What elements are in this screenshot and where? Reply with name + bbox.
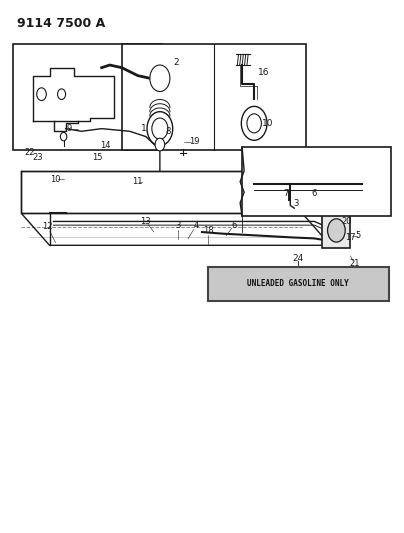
Text: 10: 10 bbox=[263, 119, 274, 128]
FancyBboxPatch shape bbox=[208, 266, 389, 301]
Text: 3: 3 bbox=[175, 221, 181, 230]
Bar bbox=[122, 44, 306, 150]
Circle shape bbox=[147, 112, 173, 146]
Bar bbox=[13, 44, 162, 150]
Text: 23: 23 bbox=[32, 154, 43, 163]
Text: 13: 13 bbox=[141, 217, 151, 226]
Text: 15: 15 bbox=[93, 154, 103, 163]
Circle shape bbox=[60, 132, 67, 141]
Text: 2: 2 bbox=[173, 58, 179, 67]
Circle shape bbox=[57, 89, 65, 100]
Circle shape bbox=[247, 114, 261, 133]
Text: 20: 20 bbox=[341, 217, 352, 226]
Circle shape bbox=[150, 65, 170, 92]
Text: 24: 24 bbox=[292, 254, 304, 263]
Circle shape bbox=[37, 88, 46, 101]
Text: 19: 19 bbox=[189, 138, 199, 147]
Text: 8: 8 bbox=[165, 127, 170, 136]
Text: 6: 6 bbox=[311, 189, 317, 198]
Text: UNLEADED GASOLINE ONLY: UNLEADED GASOLINE ONLY bbox=[247, 279, 349, 288]
Text: 22: 22 bbox=[24, 148, 35, 157]
Text: 16: 16 bbox=[259, 68, 270, 77]
Bar bbox=[322, 214, 350, 248]
Circle shape bbox=[328, 219, 345, 242]
Circle shape bbox=[155, 138, 165, 151]
Text: 4: 4 bbox=[194, 221, 199, 230]
Text: 3: 3 bbox=[294, 199, 299, 208]
Circle shape bbox=[241, 107, 267, 140]
Text: 6: 6 bbox=[231, 221, 237, 230]
Text: 5: 5 bbox=[356, 231, 361, 240]
Bar bbox=[242, 147, 391, 216]
Text: 10: 10 bbox=[50, 174, 61, 183]
Text: 12: 12 bbox=[42, 222, 53, 231]
Text: 9: 9 bbox=[67, 124, 72, 133]
Circle shape bbox=[152, 118, 168, 139]
Text: 14: 14 bbox=[101, 141, 111, 150]
Text: 11: 11 bbox=[133, 177, 143, 186]
Text: 17: 17 bbox=[345, 233, 356, 242]
Text: 18: 18 bbox=[203, 227, 213, 236]
Text: 7: 7 bbox=[284, 189, 289, 198]
Text: 9114 7500 A: 9114 7500 A bbox=[17, 17, 106, 30]
Text: 1: 1 bbox=[141, 124, 147, 133]
Text: 21: 21 bbox=[349, 260, 360, 268]
